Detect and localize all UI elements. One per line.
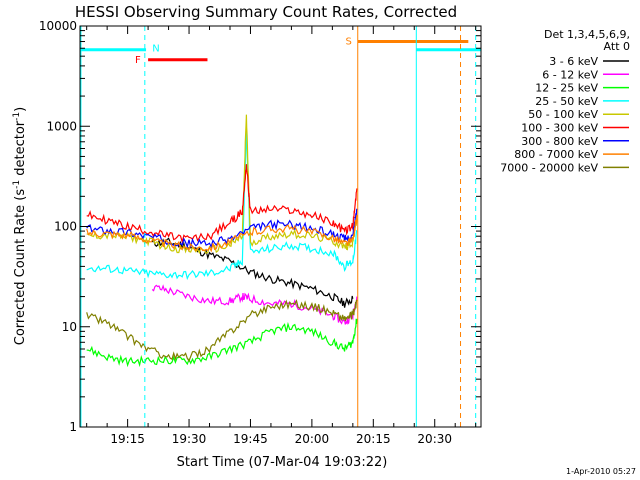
legend-title: Det 1,3,4,5,6,9, bbox=[544, 28, 630, 41]
x-axis: 19:15 19:30 19:45 20:00 20:15 20:30 bbox=[86, 26, 477, 446]
chart-title: HESSI Observing Summary Count Rates, Cor… bbox=[75, 3, 457, 21]
legend-label-7: 800 - 7000 keV bbox=[514, 148, 598, 161]
legend-label-0: 3 - 6 keV bbox=[549, 55, 598, 68]
x-tick-label-2: 19:45 bbox=[233, 432, 268, 446]
timestamp: 1-Apr-2010 05:27 bbox=[566, 467, 636, 476]
series-line-7 bbox=[86, 215, 358, 253]
legend-label-4: 50 - 100 keV bbox=[528, 108, 598, 121]
marker-layer: NF S bbox=[80, 26, 481, 427]
series-line-3 bbox=[86, 128, 358, 281]
x-tick-label-3: 20:00 bbox=[295, 432, 330, 446]
y-axis-label: Corrected Count Rate (s-1 detector-1) bbox=[12, 107, 28, 345]
legend-attenuator: Att 0 bbox=[604, 40, 630, 53]
x-tick-label-1: 19:30 bbox=[172, 432, 207, 446]
x-tick-label-4: 20:15 bbox=[356, 432, 391, 446]
y-tick-label-4: 10000 bbox=[39, 19, 77, 33]
y-axis: 1 10 100 1000 10000 bbox=[39, 19, 481, 434]
legend-label-1: 6 - 12 keV bbox=[542, 68, 598, 81]
legend-label-3: 25 - 50 keV bbox=[535, 95, 598, 108]
series-line-5 bbox=[86, 164, 358, 245]
legend-label-5: 100 - 300 keV bbox=[521, 122, 598, 135]
night-marker-label: N bbox=[152, 44, 159, 55]
legend-label-6: 300 - 800 keV bbox=[521, 135, 598, 148]
series-line-8 bbox=[86, 299, 358, 363]
legend-label-2: 12 - 25 keV bbox=[535, 82, 598, 95]
series-line-2 bbox=[86, 318, 358, 368]
y-tick-label-2: 100 bbox=[54, 220, 77, 234]
series-layer bbox=[86, 114, 358, 368]
saa-marker-label: S bbox=[345, 37, 351, 48]
y-tick-label-1: 10 bbox=[62, 320, 77, 334]
series-line-1 bbox=[151, 284, 358, 325]
y-tick-label-0: 1 bbox=[69, 420, 77, 434]
x-tick-label-0: 19:15 bbox=[110, 432, 145, 446]
legend-label-8: 7000 - 20000 keV bbox=[500, 161, 598, 174]
y-tick-label-3: 1000 bbox=[46, 119, 77, 133]
x-tick-label-5: 20:30 bbox=[417, 432, 452, 446]
x-axis-label: Start Time (07-Mar-04 19:03:22) bbox=[177, 455, 388, 470]
flare-marker-label: F bbox=[135, 55, 141, 66]
